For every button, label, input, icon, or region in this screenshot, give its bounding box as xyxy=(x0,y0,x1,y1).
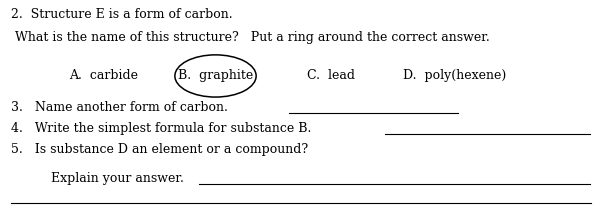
Text: 2.  Structure E is a form of carbon.: 2. Structure E is a form of carbon. xyxy=(11,8,232,21)
Text: C.  lead: C. lead xyxy=(307,69,355,83)
Text: A.  carbide: A. carbide xyxy=(69,69,138,83)
Text: B.  graphite: B. graphite xyxy=(178,69,253,83)
Text: D.  poly(hexene): D. poly(hexene) xyxy=(403,69,507,83)
Text: 5.   Is substance D an element or a compound?: 5. Is substance D an element or a compou… xyxy=(11,143,308,156)
Text: Explain your answer.: Explain your answer. xyxy=(51,172,184,185)
Text: 4.   Write the simplest formula for substance B.: 4. Write the simplest formula for substa… xyxy=(11,122,311,135)
Text: 3.   Name another form of carbon.: 3. Name another form of carbon. xyxy=(11,101,228,114)
Text: What is the name of this structure?   Put a ring around the correct answer.: What is the name of this structure? Put … xyxy=(11,31,489,45)
